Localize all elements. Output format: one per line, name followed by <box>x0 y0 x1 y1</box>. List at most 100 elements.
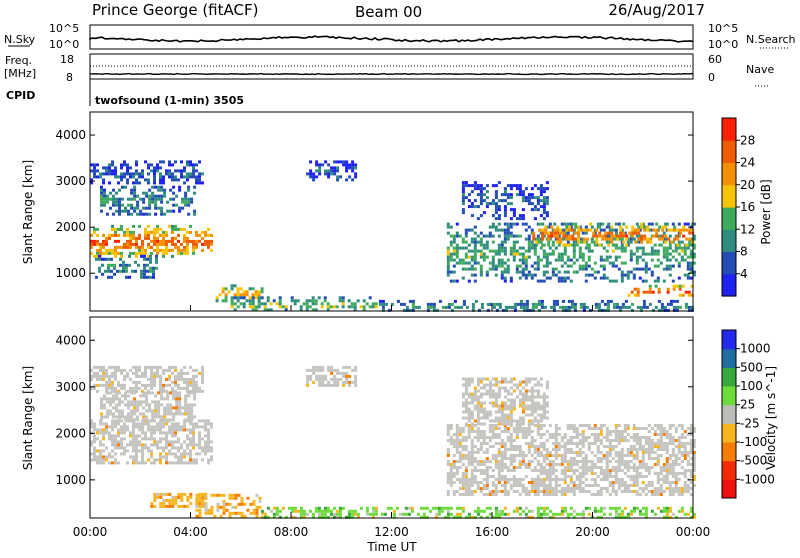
power-cell <box>315 169 318 172</box>
velocity-cell <box>522 484 525 487</box>
velocity-cell <box>549 487 552 490</box>
velocity-cell <box>609 507 612 510</box>
velocity-cell <box>172 418 175 421</box>
power-cell <box>156 225 159 228</box>
velocity-cell <box>474 393 477 396</box>
velocity-cell <box>465 411 468 414</box>
power-cell <box>651 271 654 274</box>
velocity-cell <box>507 481 510 484</box>
velocity-cell <box>186 437 189 440</box>
velocity-cell <box>516 481 519 484</box>
velocity-cell <box>465 436 468 439</box>
velocity-cell <box>432 507 435 510</box>
velocity-cell <box>549 436 552 439</box>
velocity-cell <box>564 490 567 493</box>
power-cell <box>318 172 321 175</box>
power-cell <box>108 234 111 237</box>
power-cell <box>522 259 525 262</box>
power-cell <box>630 250 633 253</box>
velocity-cell <box>519 405 522 408</box>
power-cell <box>652 229 655 232</box>
velocity-cell <box>148 409 151 412</box>
power-cell <box>171 228 174 231</box>
power-cell <box>564 271 567 274</box>
power-cell <box>124 210 127 213</box>
velocity-cell <box>675 445 678 448</box>
power-cell <box>676 300 679 303</box>
power-cell <box>541 238 544 241</box>
velocity-cell <box>468 493 471 496</box>
velocity-cell <box>333 375 336 378</box>
velocity-cell <box>513 478 516 481</box>
power-cell <box>669 268 672 271</box>
power-cell <box>162 255 165 258</box>
velocity-cell <box>348 375 351 378</box>
power-cell <box>549 277 552 280</box>
power-cell <box>153 234 156 237</box>
velocity-cell <box>150 372 153 375</box>
velocity-cell <box>468 427 471 430</box>
velocity-cell <box>112 406 115 409</box>
velocity-cell <box>198 387 201 390</box>
velocity-cell <box>189 493 192 496</box>
velocity-cell <box>126 443 129 446</box>
power-cell <box>184 198 187 201</box>
power-cell <box>654 250 657 253</box>
power-cell <box>279 305 282 308</box>
velocity-cell <box>642 445 645 448</box>
power-cell <box>568 238 571 241</box>
velocity-cell <box>645 442 648 445</box>
velocity-cell <box>492 484 495 487</box>
power-cell <box>486 202 489 205</box>
velocity-cell <box>198 452 201 455</box>
power-cell <box>649 238 652 241</box>
velocity-cell <box>510 445 513 448</box>
velocity-cell <box>468 484 471 487</box>
velocity-cell <box>151 415 154 418</box>
power-cell <box>115 210 118 213</box>
velocity-cell <box>124 418 127 421</box>
power-cell <box>136 213 139 216</box>
velocity-cell <box>318 366 321 369</box>
power-cell <box>291 296 294 299</box>
velocity-cell <box>456 472 459 475</box>
power-cell <box>138 181 141 184</box>
velocity-cell <box>156 496 159 499</box>
power-cell <box>678 247 681 250</box>
power-cell <box>115 198 118 201</box>
power-cell <box>119 270 122 273</box>
velocity-cell <box>531 490 534 493</box>
velocity-cell <box>474 405 477 408</box>
power-cell <box>654 253 657 256</box>
power-cell <box>504 247 507 250</box>
velocity-cell <box>462 457 465 460</box>
velocity-cell <box>108 378 111 381</box>
velocity-cell <box>507 405 510 408</box>
velocity-cell <box>642 466 645 469</box>
velocity-cell <box>516 384 519 387</box>
velocity-cell <box>462 484 465 487</box>
velocity-cell <box>111 384 114 387</box>
power-cell <box>516 193 519 196</box>
velocity-cell <box>102 375 105 378</box>
velocity-cell <box>204 428 207 431</box>
velocity-cell <box>609 493 612 496</box>
velocity-cell <box>669 490 672 493</box>
power-cell <box>477 187 480 190</box>
velocity-cell <box>525 466 528 469</box>
power-cell <box>210 249 213 252</box>
velocity-cell <box>537 460 540 463</box>
velocity-cell <box>540 469 543 472</box>
velocity-cell <box>156 366 159 369</box>
velocity-cell <box>570 490 573 493</box>
power-cell <box>546 187 549 190</box>
velocity-cell <box>657 427 660 430</box>
velocity-cell <box>498 513 501 516</box>
velocity-cell <box>573 457 576 460</box>
power-cell <box>100 189 103 192</box>
power-cell <box>558 256 561 259</box>
velocity-cell <box>564 457 567 460</box>
velocity-cell <box>543 433 546 436</box>
power-cell <box>267 299 270 302</box>
velocity-cell <box>121 394 124 397</box>
